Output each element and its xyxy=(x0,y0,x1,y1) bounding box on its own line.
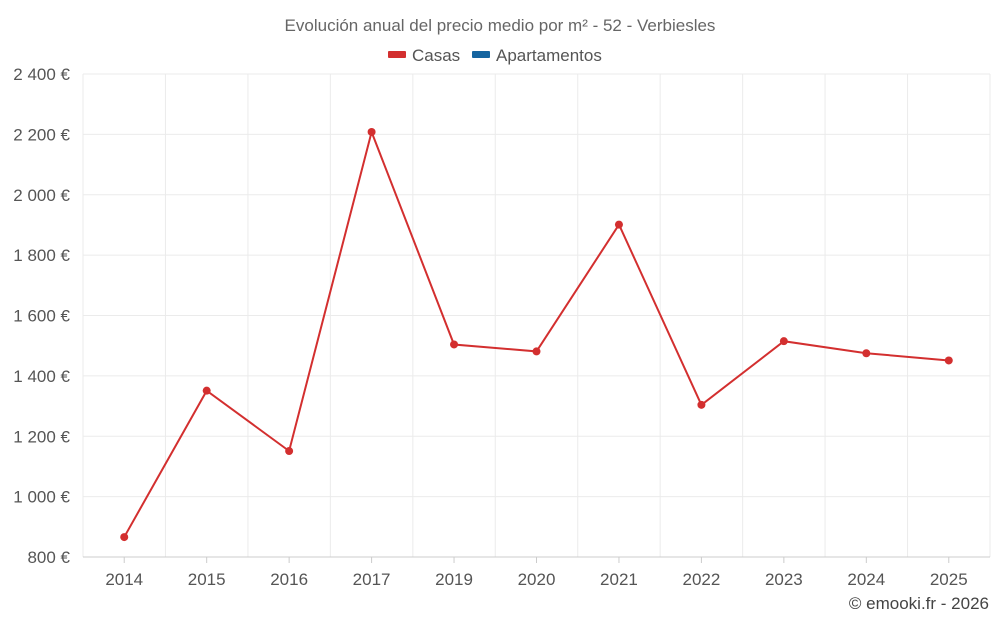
data-point[interactable] xyxy=(697,400,706,409)
data-point[interactable] xyxy=(862,349,871,358)
x-gridlines xyxy=(82,74,991,557)
x-tick-label: 2015 xyxy=(188,570,226,589)
x-tick-label: 2020 xyxy=(518,570,556,589)
legend: Casas Apartamentos xyxy=(388,46,602,65)
data-point[interactable] xyxy=(944,356,953,365)
legend-label-apartamentos[interactable]: Apartamentos xyxy=(496,46,602,65)
credit-text: © emooki.fr - 2026 xyxy=(849,594,989,613)
x-tick-label: 2017 xyxy=(353,570,391,589)
x-tick-label: 2022 xyxy=(682,570,720,589)
x-tick-label: 2025 xyxy=(930,570,968,589)
data-point[interactable] xyxy=(779,337,788,346)
data-point[interactable] xyxy=(120,533,129,542)
data-point[interactable] xyxy=(614,220,623,229)
data-point[interactable] xyxy=(367,127,376,136)
data-point[interactable] xyxy=(532,347,541,356)
y-tick-label: 2 400 € xyxy=(13,65,70,84)
y-axis-labels: 800 € 1 000 € 1 200 € 1 400 € 1 600 € 1 800 €… xyxy=(13,65,70,567)
legend-swatch-casas[interactable] xyxy=(388,51,406,58)
y-tick-label: 1 400 € xyxy=(13,367,70,386)
x-tick-label: 2023 xyxy=(765,570,803,589)
data-point[interactable] xyxy=(202,386,211,395)
y-tick-label: 800 € xyxy=(27,548,70,567)
y-tick-label: 2 200 € xyxy=(13,125,70,144)
y-gridlines xyxy=(83,73,990,498)
x-tick-label: 2024 xyxy=(847,570,885,589)
y-tick-label: 1 200 € xyxy=(13,427,70,446)
data-point[interactable] xyxy=(285,447,294,456)
x-tick-label: 2016 xyxy=(270,570,308,589)
y-tick-label: 1 600 € xyxy=(13,307,70,326)
chart-title: Evolución anual del precio medio por m² … xyxy=(285,16,716,35)
x-tick-label: 2021 xyxy=(600,570,638,589)
x-axis-labels: 2014 2015 2016 2017 2019 2020 2021 2022 2023 2024… xyxy=(105,557,968,589)
x-tick-label: 2019 xyxy=(435,570,473,589)
x-tick-label: 2014 xyxy=(105,570,143,589)
y-tick-label: 2 000 € xyxy=(13,186,70,205)
y-tick-label: 1 000 € xyxy=(13,488,70,507)
legend-label-casas[interactable]: Casas xyxy=(412,46,460,65)
series-points-casas xyxy=(120,127,953,542)
y-tick-label: 1 800 € xyxy=(13,246,70,265)
data-point[interactable] xyxy=(450,340,459,349)
legend-swatch-apartamentos[interactable] xyxy=(472,51,490,58)
